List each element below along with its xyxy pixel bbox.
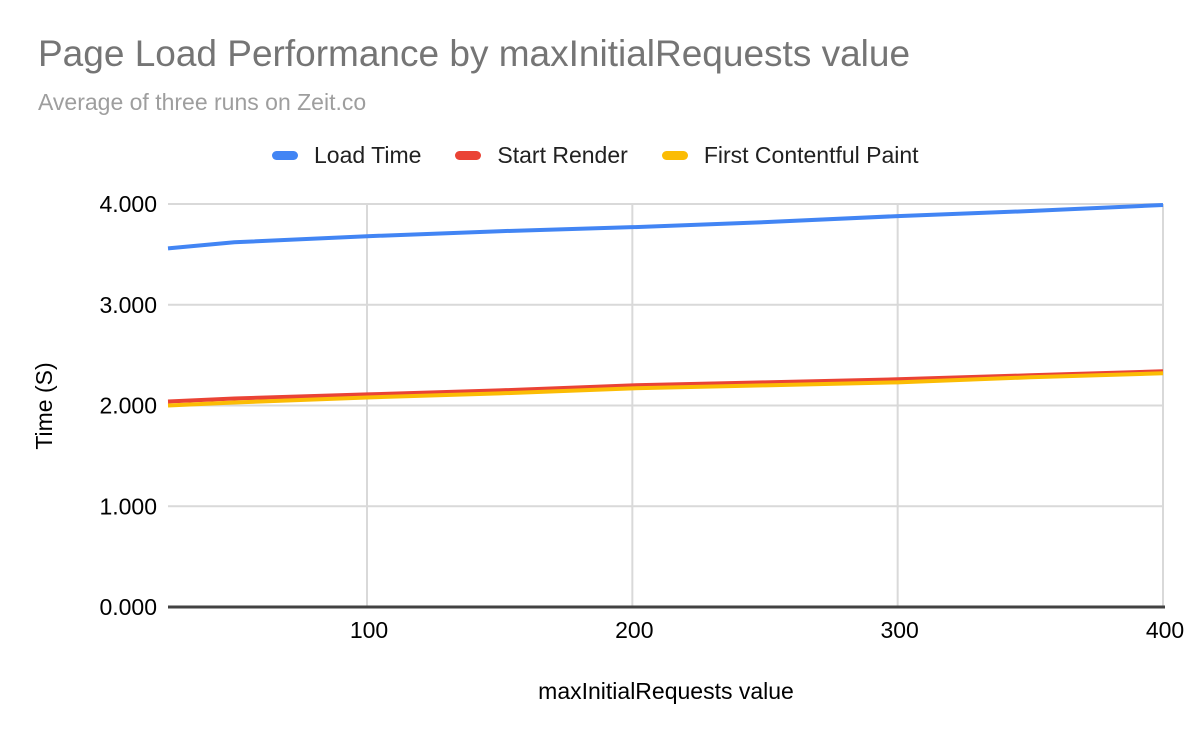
series-line-load-time	[167, 203, 1164, 251]
series-line-start-render	[167, 369, 1164, 404]
legend-label-start-render: Start Render	[497, 142, 628, 168]
legend-swatch-load-time-icon	[272, 151, 298, 161]
y-axis-title: Time (S)	[31, 362, 57, 449]
legend-swatch-start-render-icon	[455, 151, 482, 161]
y-tick-label: 4.000	[99, 191, 157, 217]
chart-subtitle: Average of three runs on Zeit.co	[38, 89, 367, 115]
x-tick-label: 300	[880, 617, 918, 643]
x-tick-label: 100	[350, 617, 388, 643]
x-tick-label: 400	[1146, 617, 1184, 643]
y-tick-label: 1.000	[99, 493, 157, 519]
chart-title: Page Load Performance by maxInitialReque…	[38, 33, 911, 74]
y-tick-label: 2.000	[99, 393, 157, 419]
legend-item-start-render: Start Render	[455, 142, 628, 170]
legend-item-first-contentful-paint: First Contentful Paint	[661, 142, 919, 170]
legend-label-first-contentful-paint: First Contentful Paint	[703, 142, 919, 168]
y-tick-label: 3.000	[99, 292, 157, 318]
x-tick-label: 200	[615, 617, 653, 643]
series-line-first-contentful-paint	[167, 371, 1164, 408]
chart-legend: Load Time Start Render First Contentful …	[272, 142, 919, 170]
legend-swatch-first-contentful-paint-icon	[661, 151, 688, 161]
x-axis-title: maxInitialRequests value	[538, 678, 794, 704]
legend-label-load-time: Load Time	[314, 142, 422, 168]
y-tick-label: 0.000	[99, 594, 157, 620]
legend-item-load-time: Load Time	[272, 142, 421, 170]
